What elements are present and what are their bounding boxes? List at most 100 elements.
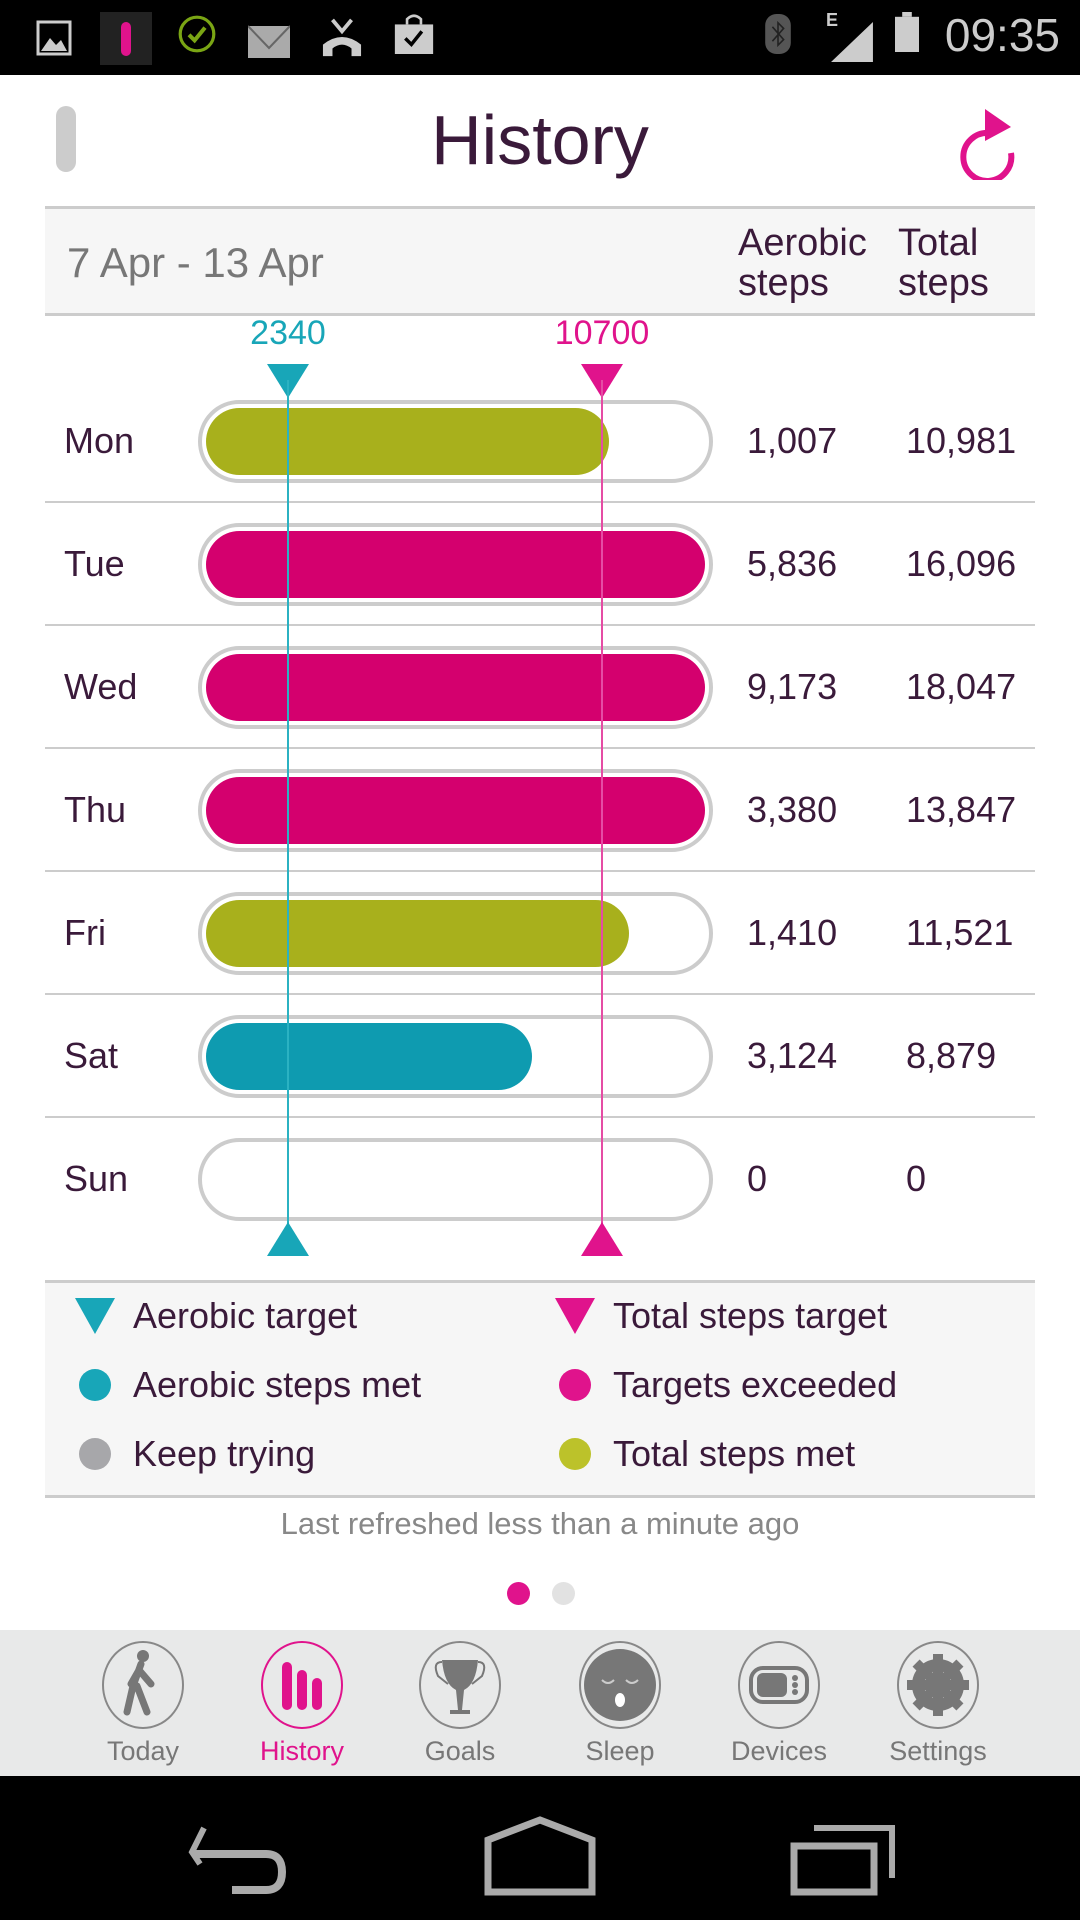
- trophy-icon: [419, 1641, 501, 1729]
- table-row[interactable]: Thu 3,380 13,847: [45, 749, 1035, 872]
- drawer-handle-icon[interactable]: [56, 106, 76, 172]
- progress-fill: [206, 531, 705, 598]
- dot-icon: [79, 1369, 111, 1401]
- system-nav-bar: [0, 1776, 1080, 1920]
- legend-exceeded: Targets exceeded: [555, 1360, 897, 1410]
- shopping-bag-icon: [394, 14, 434, 54]
- tab-sleep[interactable]: Sleep: [550, 1640, 690, 1770]
- tab-settings[interactable]: Settings: [868, 1640, 1008, 1770]
- tab-today[interactable]: Today: [73, 1640, 213, 1770]
- total-steps-value: 16,096: [906, 543, 1017, 584]
- total-steps-header: Total steps: [898, 222, 989, 304]
- aerobic-target-marker-bottom: [267, 1222, 309, 1256]
- total-target-marker-bottom: [581, 1222, 623, 1256]
- progress-bar: [198, 892, 713, 975]
- table-row[interactable]: Fri 1,410 11,521: [45, 872, 1035, 995]
- table-row[interactable]: Wed 9,173 18,047: [45, 626, 1035, 749]
- progress-fill: [206, 1023, 532, 1090]
- home-icon[interactable]: [484, 1816, 596, 1896]
- progress-bar: [198, 1138, 713, 1221]
- mail-icon: [248, 25, 290, 58]
- last-refreshed: Last refreshed less than a minute ago: [280, 1506, 800, 1541]
- page-indicator-2[interactable]: [552, 1582, 575, 1605]
- refresh-icon[interactable]: [955, 105, 1025, 180]
- image-icon: [36, 20, 72, 56]
- signal-icon: [831, 22, 873, 62]
- legend: Aerobic target Total steps target Aerobi…: [45, 1280, 1035, 1498]
- date-range[interactable]: 7 Apr - 13 Apr: [67, 239, 324, 286]
- table-row[interactable]: Sun 0 0: [45, 1118, 1035, 1241]
- table-header: 7 Apr - 13 Apr Aerobic steps Total steps: [45, 206, 1035, 316]
- total-steps-value: 10,981: [906, 420, 1017, 461]
- progress-bar: [198, 646, 713, 729]
- progress-bar: [198, 523, 713, 606]
- aerobic-steps-value: 3,124: [747, 1035, 838, 1076]
- legend-total-target: Total steps target: [555, 1291, 887, 1341]
- aerobic-steps-value: 9,173: [747, 666, 838, 707]
- tab-label: Sleep: [585, 1736, 655, 1766]
- gear-icon: [897, 1641, 979, 1729]
- progress-bar: [198, 1015, 713, 1098]
- tab-devices[interactable]: Devices: [709, 1640, 849, 1770]
- total-target-line: [601, 380, 603, 1240]
- progress-bar: [198, 769, 713, 852]
- tab-label: Settings: [889, 1736, 987, 1766]
- total-steps-value: 18,047: [906, 666, 1017, 707]
- triangle-icon: [75, 1298, 115, 1334]
- aerobic-steps-value: 5,836: [747, 543, 838, 584]
- tab-label: Today: [106, 1736, 180, 1766]
- bottom-tab-bar: Today History Goals Sleep Devices Settings: [0, 1630, 1080, 1776]
- recent-apps-icon[interactable]: [790, 1824, 896, 1896]
- battery-icon: [895, 12, 919, 52]
- progress-fill: [206, 900, 629, 967]
- dot-icon: [559, 1369, 591, 1401]
- table-row[interactable]: Mon 1,007 10,981: [45, 380, 1035, 503]
- aerobic-target-value: 2340: [250, 314, 326, 352]
- progress-fill: [206, 777, 705, 844]
- aerobic-target-line: [287, 380, 289, 1240]
- day-label: Wed: [64, 666, 138, 707]
- tab-history[interactable]: History: [232, 1640, 372, 1770]
- back-icon[interactable]: [186, 1824, 290, 1894]
- device-icon: [738, 1641, 820, 1729]
- dot-icon: [79, 1438, 111, 1470]
- total-target-value: 10700: [554, 314, 650, 352]
- missed-call-icon: [322, 18, 362, 57]
- app-notification-icon: [100, 12, 152, 65]
- aerobic-steps-value: 1,410: [747, 912, 838, 953]
- aerobic-steps-value: 1,007: [747, 420, 838, 461]
- network-type: E: [826, 10, 839, 30]
- total-steps-value: 11,521: [906, 912, 1014, 953]
- progress-fill: [206, 408, 609, 475]
- tab-label: Devices: [730, 1736, 828, 1766]
- clock: 09:35: [944, 9, 1060, 61]
- total-steps-value: 0: [906, 1158, 927, 1199]
- legend-aerobic-met: Aerobic steps met: [75, 1360, 421, 1410]
- check-circle-icon: [178, 15, 216, 53]
- legend-keep-trying: Keep trying: [75, 1429, 315, 1479]
- day-label: Thu: [64, 789, 127, 830]
- triangle-icon: [555, 1298, 595, 1334]
- day-label: Tue: [64, 543, 125, 584]
- progress-fill: [206, 654, 705, 721]
- tab-goals[interactable]: Goals: [390, 1640, 530, 1770]
- total-steps-value: 8,879: [906, 1035, 997, 1076]
- aerobic-steps-header: Aerobic steps: [738, 222, 867, 304]
- sleeping-face-icon: [579, 1641, 661, 1729]
- table-row[interactable]: Sat 3,124 8,879: [45, 995, 1035, 1118]
- aerobic-steps-value: 3,380: [747, 789, 838, 830]
- total-steps-value: 13,847: [906, 789, 1017, 830]
- legend-total-met: Total steps met: [555, 1429, 855, 1479]
- tab-label: Goals: [424, 1736, 496, 1766]
- day-label: Sun: [64, 1158, 129, 1199]
- page-title: History: [431, 101, 649, 179]
- table-row[interactable]: Tue 5,836 16,096: [45, 503, 1035, 626]
- page-indicator-1[interactable]: [507, 1582, 530, 1605]
- walking-person-icon: [102, 1641, 184, 1729]
- progress-bar: [198, 400, 713, 483]
- bar-chart-icon: [261, 1641, 343, 1729]
- dot-icon: [559, 1438, 591, 1470]
- day-label: Mon: [64, 420, 135, 461]
- tab-label: History: [259, 1736, 344, 1766]
- bluetooth-icon: [765, 14, 791, 54]
